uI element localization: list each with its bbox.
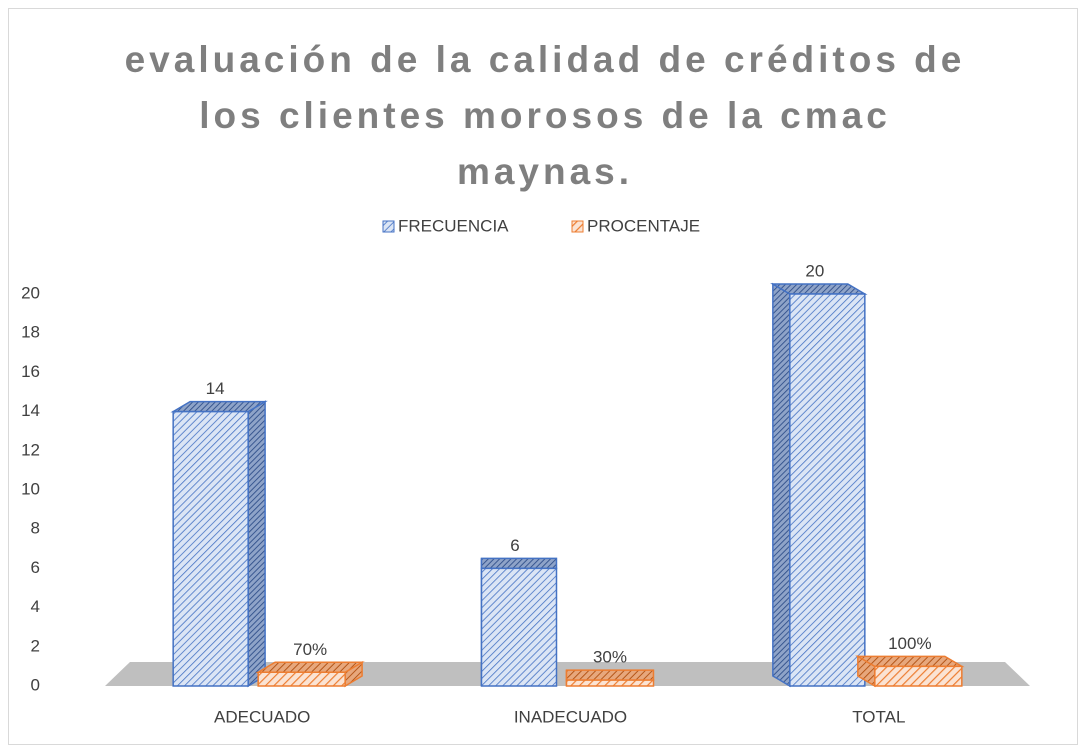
data-label: 70% [293,640,327,659]
chart-frame [8,8,1078,745]
bar [480,557,558,687]
bar-front [789,293,866,687]
y-tick-label: 8 [31,519,40,538]
y-tick-label: 6 [31,558,40,577]
y-tick-label: 18 [21,323,40,342]
data-label: 30% [593,648,627,667]
x-tick-label: ADECUADO [214,707,310,726]
bar-front [257,671,346,687]
bar-front [480,567,558,687]
bar-top [565,669,655,681]
bar-top [255,661,365,674]
bar-side [772,282,791,688]
y-tick-label: 4 [31,597,40,616]
legend-label: PROCENTAJE [587,216,700,235]
bar-side [247,400,266,688]
bar-front [874,665,963,687]
bar [565,669,655,687]
y-tick-label: 20 [21,283,40,302]
legend-label: FRECUENCIA [398,216,509,235]
chart-title: evaluación de la calidad de créditos de … [124,39,966,192]
data-label: 6 [510,536,519,555]
legend-swatch [382,220,395,233]
bar-top [170,400,268,413]
x-tick-label: TOTAL [852,707,905,726]
bar-front [172,410,249,687]
bar [255,660,365,688]
data-label: 14 [206,379,225,398]
legend-swatch [571,220,584,233]
y-tick-label: 10 [21,479,40,498]
bar [855,655,965,688]
data-label: 100% [888,634,931,653]
bar-front [565,679,655,687]
y-tick-label: 2 [31,636,40,655]
bar-top [855,655,965,668]
x-tick-label: INADECUADO [514,707,627,726]
bar-top [770,283,868,295]
bar [770,282,868,688]
y-tick-label: 16 [21,362,40,381]
bar-top [480,557,558,570]
y-tick-label: 0 [31,675,40,694]
y-tick-label: 14 [21,401,40,420]
data-label: 20 [805,261,824,280]
y-tick-label: 12 [21,440,40,459]
bar [170,400,268,688]
